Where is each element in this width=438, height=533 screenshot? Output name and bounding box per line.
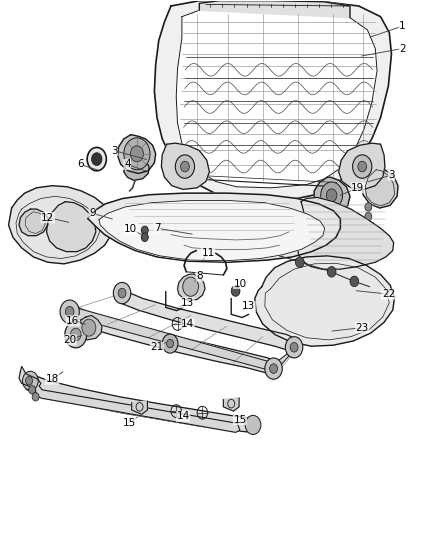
Circle shape [162,334,178,353]
Text: 7: 7 [154,223,160,233]
Text: 14: 14 [177,411,190,422]
Text: 2: 2 [399,44,406,53]
Circle shape [183,277,198,296]
Text: 14: 14 [181,319,194,329]
Circle shape [124,138,150,169]
Polygon shape [297,197,394,269]
Polygon shape [255,256,395,346]
Circle shape [92,153,102,165]
Polygon shape [177,274,205,301]
Circle shape [28,385,35,394]
Circle shape [71,328,81,341]
Polygon shape [199,1,350,18]
Circle shape [65,306,74,317]
Circle shape [326,189,337,201]
Text: 16: 16 [66,316,79,326]
Circle shape [327,266,336,277]
Text: 19: 19 [351,183,364,193]
Polygon shape [99,200,325,261]
Circle shape [365,212,372,221]
Text: 20: 20 [63,335,76,345]
Circle shape [166,340,173,348]
Text: 15: 15 [233,415,247,425]
Circle shape [131,146,144,162]
Circle shape [82,319,96,336]
Text: 1: 1 [399,21,406,31]
Circle shape [353,155,372,178]
Polygon shape [64,303,278,375]
Circle shape [25,376,32,385]
Circle shape [245,415,261,434]
Circle shape [87,148,106,171]
Text: 12: 12 [41,213,54,223]
Circle shape [141,226,148,235]
Polygon shape [118,285,298,352]
Circle shape [321,182,343,208]
Polygon shape [176,10,377,188]
Polygon shape [19,209,48,236]
Text: 3: 3 [388,170,395,180]
Polygon shape [76,316,102,340]
Circle shape [358,161,367,172]
Text: 13: 13 [242,301,255,311]
Circle shape [65,321,87,348]
Circle shape [32,392,39,401]
Text: 10: 10 [124,224,138,235]
Polygon shape [9,185,113,264]
Text: 18: 18 [46,374,59,384]
Polygon shape [88,193,340,262]
Circle shape [350,276,359,287]
Polygon shape [132,401,148,414]
Polygon shape [223,398,239,411]
Circle shape [286,337,303,358]
Polygon shape [154,1,392,200]
Text: 21: 21 [150,342,164,352]
Circle shape [60,300,79,324]
Text: 8: 8 [196,271,203,281]
Text: 22: 22 [382,289,395,299]
Polygon shape [161,143,209,189]
Text: 23: 23 [356,322,369,333]
Polygon shape [124,159,149,180]
Polygon shape [19,367,240,432]
Circle shape [290,343,298,352]
Circle shape [22,371,38,390]
Text: 10: 10 [233,279,247,288]
Circle shape [265,358,283,379]
Circle shape [118,288,126,298]
Circle shape [295,257,304,268]
Polygon shape [25,374,258,432]
Text: 9: 9 [89,208,95,219]
Polygon shape [65,305,298,372]
Polygon shape [46,201,96,252]
Text: 6: 6 [77,159,84,169]
Circle shape [175,155,194,178]
Circle shape [113,282,131,304]
Text: 11: 11 [201,248,215,258]
Circle shape [231,286,240,296]
Circle shape [141,233,148,241]
Polygon shape [339,143,385,189]
Circle shape [180,161,189,172]
Text: 4: 4 [124,159,131,169]
Text: 13: 13 [181,297,194,308]
Polygon shape [118,135,155,173]
Circle shape [270,364,278,373]
Polygon shape [314,177,350,213]
Polygon shape [362,165,398,208]
Text: 15: 15 [123,418,136,429]
Text: 3: 3 [111,146,117,156]
Circle shape [365,203,372,211]
